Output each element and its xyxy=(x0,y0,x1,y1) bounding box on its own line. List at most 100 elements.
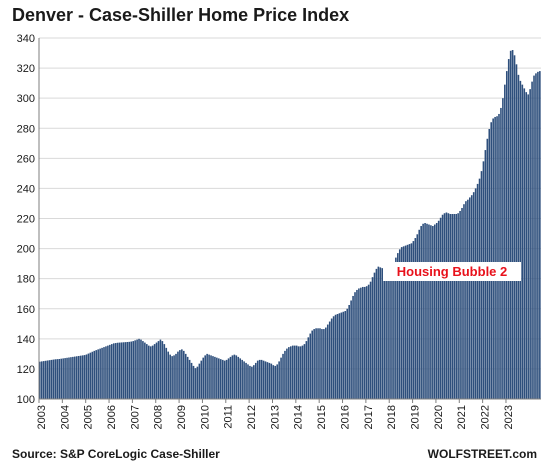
bar xyxy=(367,284,370,399)
bar xyxy=(262,360,265,399)
bar xyxy=(198,363,201,399)
bar xyxy=(120,342,123,399)
bar xyxy=(196,366,199,399)
bar xyxy=(179,350,181,399)
bar xyxy=(253,365,255,399)
bar xyxy=(525,92,528,400)
bar xyxy=(299,346,302,399)
bar xyxy=(529,89,531,399)
bar xyxy=(498,113,500,400)
bar xyxy=(44,360,47,399)
bar xyxy=(455,213,457,399)
bar xyxy=(75,356,78,399)
x-tick-label: 2022 xyxy=(480,405,492,429)
x-tick-label: 2023 xyxy=(503,405,515,429)
bar xyxy=(420,226,422,399)
x-tick-label: 2004 xyxy=(59,405,71,429)
bar xyxy=(144,342,146,399)
x-tick-label: 2015 xyxy=(316,405,328,429)
bar xyxy=(87,353,90,399)
bar xyxy=(451,213,454,399)
bar xyxy=(134,340,136,399)
x-axis-tick-labels: 2003 2004 2005 2006 2007 2008 2009 2010 2011 2012… xyxy=(36,405,515,429)
bar xyxy=(272,365,275,399)
bar xyxy=(424,223,426,399)
bar xyxy=(175,353,177,400)
bar xyxy=(410,243,413,399)
bar xyxy=(465,201,467,399)
bar xyxy=(46,360,49,399)
bar xyxy=(278,361,280,399)
bar xyxy=(441,214,444,399)
bar xyxy=(282,353,284,400)
bar xyxy=(469,197,471,399)
bar xyxy=(354,292,356,399)
x-tick-label: 2012 xyxy=(246,405,258,429)
bar xyxy=(519,80,522,400)
bar xyxy=(371,277,374,399)
bar xyxy=(467,199,469,399)
bar xyxy=(513,55,516,400)
bar xyxy=(186,356,189,399)
bar xyxy=(56,359,59,399)
bar xyxy=(288,347,290,399)
x-tick-label: 2010 xyxy=(199,405,211,429)
bar xyxy=(328,321,331,399)
y-tick-label: 300 xyxy=(17,93,35,105)
bar xyxy=(301,345,304,399)
bar xyxy=(146,344,148,399)
x-tick-label: 2021 xyxy=(456,405,468,429)
x-tick-label: 2014 xyxy=(293,405,305,429)
bar xyxy=(379,267,382,399)
bar xyxy=(270,363,273,399)
bar xyxy=(219,359,222,399)
bar-series xyxy=(39,50,541,400)
bar xyxy=(91,351,94,399)
bar xyxy=(122,342,125,399)
bar xyxy=(70,357,72,399)
bar xyxy=(459,210,461,399)
bar xyxy=(461,207,463,399)
bar xyxy=(500,107,502,399)
x-tick-label: 2017 xyxy=(363,405,375,429)
bar xyxy=(68,357,70,399)
bar xyxy=(291,345,294,399)
bar xyxy=(363,286,366,399)
bar xyxy=(527,94,529,399)
bar xyxy=(325,327,327,399)
bar xyxy=(408,244,411,399)
bar xyxy=(169,354,171,399)
bar xyxy=(317,328,319,399)
bar xyxy=(535,73,537,399)
bar xyxy=(153,344,156,399)
bar xyxy=(239,358,242,399)
bar xyxy=(233,354,236,399)
bar xyxy=(303,344,306,399)
x-tick-label: 2019 xyxy=(409,405,421,429)
bar xyxy=(537,71,539,399)
y-tick-label: 100 xyxy=(17,394,35,406)
bar xyxy=(77,355,80,399)
bar xyxy=(194,368,197,399)
bar xyxy=(377,266,380,399)
bar xyxy=(155,342,158,399)
bar xyxy=(430,225,432,399)
bar xyxy=(142,341,144,399)
bar xyxy=(95,350,98,399)
bar xyxy=(184,353,187,400)
bar xyxy=(48,360,51,399)
bar xyxy=(118,342,121,399)
bar xyxy=(385,268,387,399)
bar xyxy=(66,357,68,399)
y-tick-label: 280 xyxy=(17,123,35,135)
bar xyxy=(182,350,185,399)
bar xyxy=(241,359,243,399)
bar xyxy=(260,359,263,399)
bar xyxy=(247,364,249,399)
bar xyxy=(315,328,317,399)
bar xyxy=(391,265,393,399)
bar xyxy=(348,304,350,399)
bar xyxy=(443,213,446,399)
bar xyxy=(375,268,378,399)
bar xyxy=(218,358,220,399)
